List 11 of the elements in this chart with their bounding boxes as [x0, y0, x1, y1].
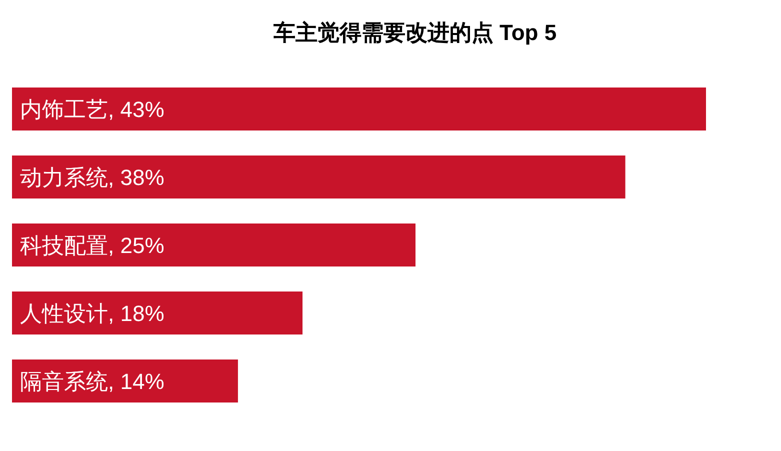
y-tick-label: 隔音系统	[20, 369, 108, 394]
y-tick-label: 科技配置	[20, 233, 108, 258]
data-label: , 38%	[108, 165, 164, 190]
data-label: , 18%	[108, 301, 164, 326]
data-label: , 14%	[108, 369, 164, 394]
y-tick-label: 人性设计	[20, 301, 108, 326]
y-tick-label: 动力系统	[20, 165, 108, 190]
y-tick-label: 内饰工艺	[20, 97, 108, 122]
data-label: , 25%	[108, 233, 164, 258]
chart-title: 车主觉得需要改进的点 Top 5	[272, 20, 557, 45]
data-label: , 43%	[108, 97, 164, 122]
